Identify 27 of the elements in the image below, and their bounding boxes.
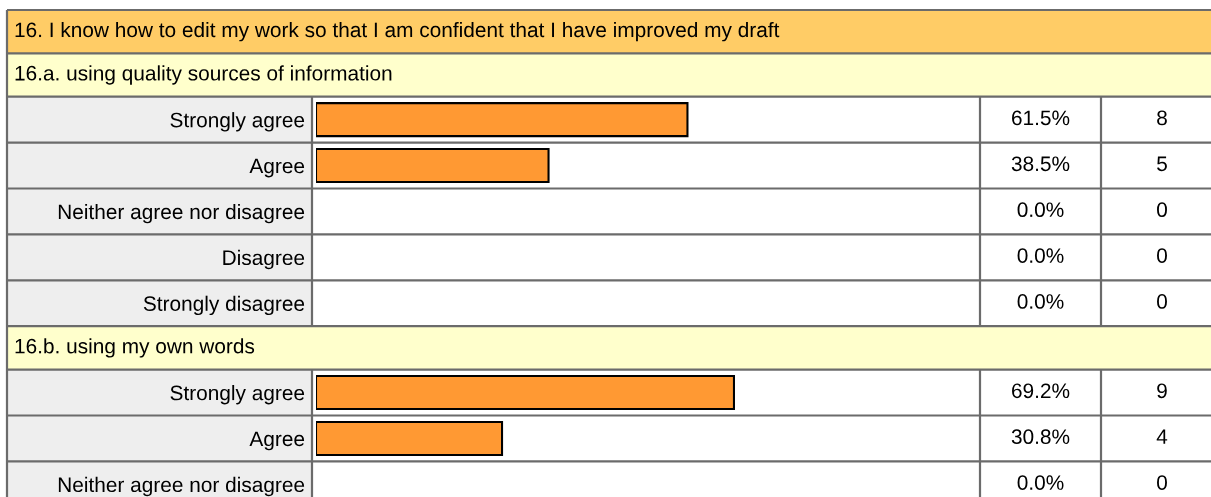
data-label: 0.0%: [1017, 294, 1064, 309]
data-label: 38.5%: [1011, 156, 1070, 172]
data-label: 30.8%: [1011, 429, 1070, 445]
y-tick-label: Disagree: [223, 249, 305, 270]
text: 4: [1156, 429, 1168, 444]
y-tick-label: Agree: [249, 431, 305, 451]
y-tick-label: Strongly disagree: [143, 295, 305, 316]
text: 0: [1157, 202, 1167, 218]
chart-title: 16. I know how to edit my work so that I am confident that I have improved my draft: [15, 21, 780, 42]
chart-subtitle: 16.a. using quality sources of information: [15, 65, 392, 85]
data-label: 0.0%: [1017, 202, 1064, 218]
text: 16.b. using my own words: [15, 338, 255, 358]
text: 0: [1157, 475, 1167, 490]
y-tick-label: Neither agree nor disagree: [58, 476, 305, 497]
y-tick-label: Strongly agree: [170, 112, 305, 132]
data-label: 0.0%: [1017, 475, 1064, 490]
text: 9: [1157, 383, 1167, 399]
y-tick-label: Agree: [249, 158, 305, 178]
text: 0: [1157, 248, 1167, 263]
text: 8: [1157, 110, 1167, 126]
data-label: 0.0%: [1017, 248, 1064, 263]
text: 5: [1157, 156, 1167, 172]
y-tick-label: Neither agree nor disagree: [58, 203, 305, 224]
data-label: 69.2%: [1012, 383, 1070, 399]
y-tick-label: Strongly agree: [170, 385, 305, 405]
text: 0: [1157, 294, 1167, 309]
data-label: 61.5%: [1012, 110, 1070, 126]
